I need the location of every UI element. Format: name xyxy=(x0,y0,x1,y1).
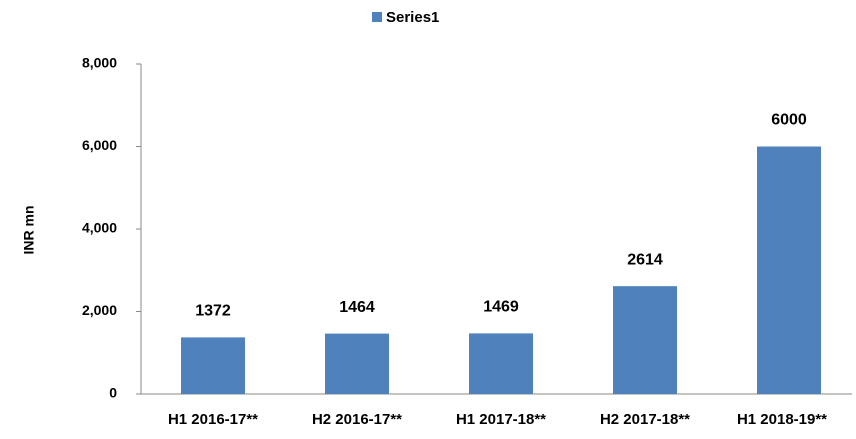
bar xyxy=(613,286,677,394)
data-label: 6000 xyxy=(771,112,807,129)
data-label: 1464 xyxy=(339,299,375,316)
x-tick-label: H1 2018-19** xyxy=(737,411,827,428)
x-tick-label: H1 2016-17** xyxy=(168,411,258,428)
legend-label: Series1 xyxy=(386,9,439,26)
x-tick-label: H1 2017-18** xyxy=(456,411,546,428)
bar xyxy=(181,337,245,394)
y-tick-label: 6,000 xyxy=(82,137,117,153)
legend-swatch xyxy=(372,12,382,22)
data-label: 2614 xyxy=(627,251,663,268)
data-label: 1372 xyxy=(195,303,231,320)
y-axis-title: INR mn xyxy=(21,206,37,255)
y-tick-label: 2,000 xyxy=(82,302,117,318)
x-tick-label: H2 2016-17** xyxy=(312,411,402,428)
bar xyxy=(757,146,821,394)
y-tick-label: 8,000 xyxy=(82,55,117,71)
data-label: 1469 xyxy=(483,299,519,316)
y-tick-label: 0 xyxy=(109,385,117,401)
bar xyxy=(325,333,389,394)
x-tick-label: H2 2017-18** xyxy=(600,411,690,428)
bar xyxy=(469,333,533,394)
y-tick-label: 4,000 xyxy=(82,220,117,236)
